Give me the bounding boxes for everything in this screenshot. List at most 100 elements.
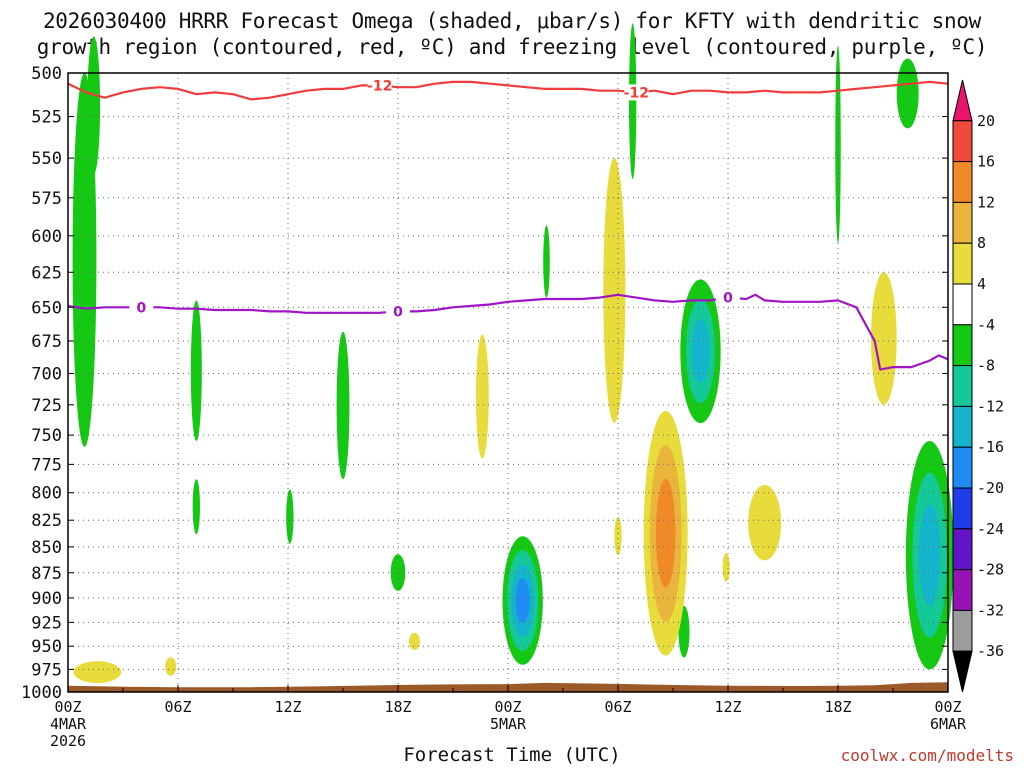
- x-tick-date: 4MAR: [50, 715, 87, 733]
- freezing-level-contour: [67, 293, 949, 371]
- omega-area: [72, 73, 97, 447]
- y-tick-label: 775: [31, 455, 62, 475]
- omega-area: [190, 300, 202, 442]
- omega-area: [475, 334, 489, 459]
- contour-label-bg: [367, 77, 392, 94]
- omega-area: [896, 58, 919, 129]
- colorbar-band: [952, 79, 973, 122]
- omega-area: [919, 504, 941, 606]
- colorbar-label: 20: [977, 112, 995, 130]
- colorbar-band: [952, 528, 973, 571]
- contour-label: 0: [393, 304, 403, 320]
- omega-area: [748, 484, 782, 561]
- omega-area: [73, 661, 122, 684]
- omega-area: [515, 578, 530, 623]
- colorbar-label: -28: [977, 561, 1004, 579]
- colorbar-label: -4: [977, 316, 995, 334]
- colorbar-label: 4: [977, 275, 986, 293]
- y-tick-label: 900: [31, 589, 62, 609]
- omega-area: [543, 225, 550, 298]
- x-axis-label: Forecast Time (UTC): [403, 744, 621, 766]
- colorbar-label: -32: [977, 601, 1004, 619]
- omega-area: [722, 553, 730, 582]
- colorbar-band: [952, 569, 973, 611]
- contour-layer: -12 -12 0 0 0: [67, 77, 949, 371]
- y-tick-label: 700: [31, 364, 62, 384]
- omega-area: [286, 489, 294, 544]
- x-tick-label: 18Z: [824, 698, 851, 716]
- y-tick-label: 675: [31, 332, 62, 352]
- contour-label: -12: [367, 78, 392, 94]
- x-tick-label: 12Z: [714, 698, 741, 716]
- colorbar-band: [952, 405, 973, 448]
- chart-title-line1: 2026030400 HRRR Forecast Omega (shaded, …: [42, 9, 982, 33]
- omega-area: [614, 516, 622, 556]
- colorbar-label: 16: [977, 153, 995, 171]
- y-tick-label: 850: [31, 538, 62, 558]
- y-tick-label: 500: [31, 64, 62, 84]
- y-tick-label: 800: [31, 484, 62, 504]
- omega-area: [691, 319, 710, 384]
- colorbar-label: -16: [977, 438, 1004, 456]
- y-tick-label: 725: [31, 396, 62, 416]
- y-tick-label: 600: [31, 227, 62, 247]
- x-tick-label: 00Z: [494, 698, 521, 716]
- y-tick-label: 650: [31, 298, 62, 318]
- colorbar-label: 12: [977, 193, 995, 211]
- y-tick-label: 1000: [21, 683, 62, 703]
- omega-area: [336, 331, 350, 480]
- contour-label-bg: [716, 289, 740, 306]
- omega-area: [629, 23, 637, 179]
- omega-area: [835, 45, 841, 244]
- contour-label: -12: [624, 85, 649, 101]
- y-tick-label: 625: [31, 263, 62, 283]
- omega-area: [165, 657, 177, 676]
- y-tick-label: 950: [31, 637, 62, 657]
- colorbar-band: [952, 161, 973, 203]
- axes-layer: 500 525 550 575 600 625 650 675 700 725 750 775 800 8…: [21, 64, 967, 750]
- x-tick-date: 6MAR: [930, 715, 967, 733]
- credit-link[interactable]: coolwx.com/modelts: [840, 746, 1014, 765]
- contour-label-bg: [624, 84, 649, 101]
- colorbar-band: [952, 283, 973, 326]
- colorbar-label: -8: [977, 357, 995, 375]
- omega-area: [87, 36, 101, 175]
- y-tick-label: 975: [31, 660, 62, 680]
- colorbar: 20 16 12 8 4 -4 -8 -12 -16 -20 -24 -28 -32 -36: [952, 79, 1004, 693]
- omega-area: [603, 158, 626, 424]
- omega-shading-layer: [72, 23, 954, 684]
- x-tick-label: 06Z: [164, 698, 191, 716]
- x-tick-date: 5MAR: [490, 715, 527, 733]
- colorbar-band: [952, 324, 973, 367]
- x-tick-label: 18Z: [384, 698, 411, 716]
- colorbar-band: [952, 365, 973, 407]
- contour-label: 0: [723, 291, 733, 307]
- grid-layer: [68, 73, 948, 692]
- colorbar-band: [952, 446, 973, 489]
- x-tick-label: 06Z: [604, 698, 631, 716]
- omega-area: [409, 632, 420, 650]
- contour-label: 0: [136, 300, 146, 316]
- x-tick-label: 12Z: [274, 698, 301, 716]
- y-tick-label: 750: [31, 426, 62, 446]
- omega-area: [192, 479, 200, 535]
- x-tick-year: 2026: [50, 732, 86, 750]
- chart-title: 2026030400 HRRR Forecast Omega (shaded, …: [0, 8, 1024, 60]
- y-tick-label: 550: [31, 149, 62, 169]
- omega-area: [655, 478, 676, 588]
- contour-label-bg: [386, 303, 410, 320]
- x-tick-label: 00Z: [934, 698, 961, 716]
- omega-area: [871, 272, 897, 405]
- colorbar-band: [952, 609, 973, 652]
- chart-title-line2: growth region (contoured, red, ºC) and f…: [36, 35, 988, 59]
- y-tick-label: 825: [31, 511, 62, 531]
- colorbar-label: 8: [977, 234, 986, 252]
- colorbar-band: [952, 120, 973, 163]
- colorbar-label: -12: [977, 397, 1004, 415]
- colorbar-label: -20: [977, 479, 1004, 497]
- y-tick-label: 575: [31, 189, 62, 209]
- contour-label-bg: [129, 299, 154, 316]
- y-tick-label: 925: [31, 613, 62, 633]
- colorbar-band: [952, 487, 973, 530]
